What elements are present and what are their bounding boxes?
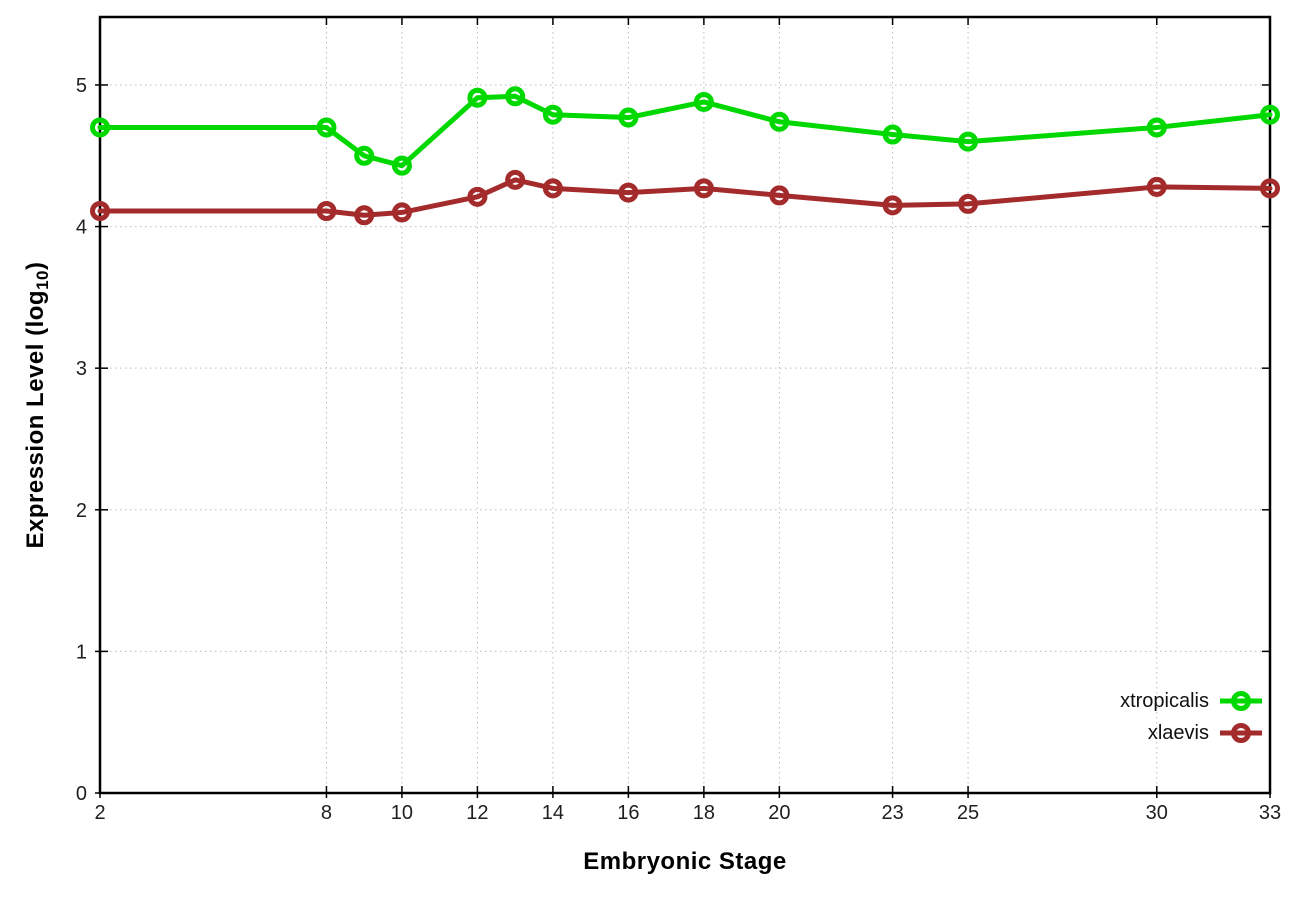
x-tick-label: 16	[617, 802, 639, 824]
data-point-xlaevis	[354, 205, 375, 226]
data-point-xlaevis	[542, 178, 563, 199]
x-axis-label: Embryonic Stage	[583, 848, 787, 875]
data-point-xtropicalis	[467, 87, 488, 108]
data-point-xlaevis	[391, 202, 412, 223]
legend-item-xlaevis: xlaevis	[1120, 718, 1264, 748]
x-tick-label: 30	[1146, 802, 1168, 824]
data-point-xlaevis	[90, 201, 110, 221]
data-point-xlaevis	[618, 182, 639, 203]
data-point-xlaevis	[958, 193, 979, 214]
data-point-xtropicalis	[958, 131, 979, 152]
x-tick-label: 8	[321, 802, 332, 824]
y-tick-label: 3	[76, 358, 87, 380]
data-point-xtropicalis	[1146, 117, 1167, 138]
data-point-xtropicalis	[542, 104, 563, 125]
y-tick-label: 0	[76, 783, 87, 805]
y-tick-label: 1	[76, 641, 87, 663]
x-tick-label: 2	[94, 802, 105, 824]
y-tick-label: 4	[76, 217, 87, 239]
series-line-xtropicalis	[97, 93, 1273, 169]
line-marker-icon	[1220, 723, 1262, 743]
data-point-xtropicalis	[354, 145, 375, 166]
y-tick-label: 2	[76, 500, 87, 522]
data-point-xlaevis	[505, 169, 526, 190]
data-point-xtropicalis	[391, 155, 412, 176]
plot-border	[98, 15, 1272, 795]
data-point-xlaevis	[1260, 178, 1280, 199]
data-point-xlaevis	[1146, 176, 1167, 197]
data-point-xlaevis	[693, 178, 714, 199]
x-tick-label: 18	[693, 802, 715, 824]
x-tick-label: 12	[466, 802, 488, 824]
data-point-xlaevis	[316, 201, 337, 221]
data-point-xtropicalis	[618, 107, 639, 128]
legend-label-xtropicalis: xtropicalis	[1120, 689, 1209, 712]
x-tick-label: 25	[957, 802, 979, 824]
data-point-xtropicalis	[1260, 104, 1280, 125]
x-tick-label: 23	[881, 802, 903, 824]
data-point-xtropicalis	[316, 117, 337, 138]
legend-item-xtropicalis: xtropicalis	[1120, 686, 1264, 716]
data-point-xlaevis	[467, 186, 488, 207]
y-axis-label-text: Expression Level (log	[22, 289, 49, 549]
x-tick-label: 14	[542, 802, 564, 824]
data-point-xlaevis	[769, 185, 790, 206]
y-axis-label-subscript: 10	[33, 270, 52, 290]
data-point-xtropicalis	[90, 117, 110, 138]
x-tick-label: 10	[391, 802, 413, 824]
legend: xtropicalis xlaevis	[1120, 686, 1264, 748]
series-line-xlaevis	[97, 177, 1273, 218]
y-axis-label: Expression Level (log10)	[22, 262, 52, 549]
x-tick-label: 33	[1259, 802, 1281, 824]
x-tick-label: 20	[768, 802, 790, 824]
legend-label-xlaevis: xlaevis	[1147, 721, 1209, 744]
y-tick-label: 5	[76, 75, 87, 97]
line-marker-icon	[1220, 691, 1262, 711]
data-point-xlaevis	[882, 195, 903, 216]
data-point-xtropicalis	[505, 86, 526, 107]
data-point-xtropicalis	[693, 91, 714, 112]
data-point-xtropicalis	[769, 111, 790, 132]
data-point-xtropicalis	[882, 124, 903, 145]
